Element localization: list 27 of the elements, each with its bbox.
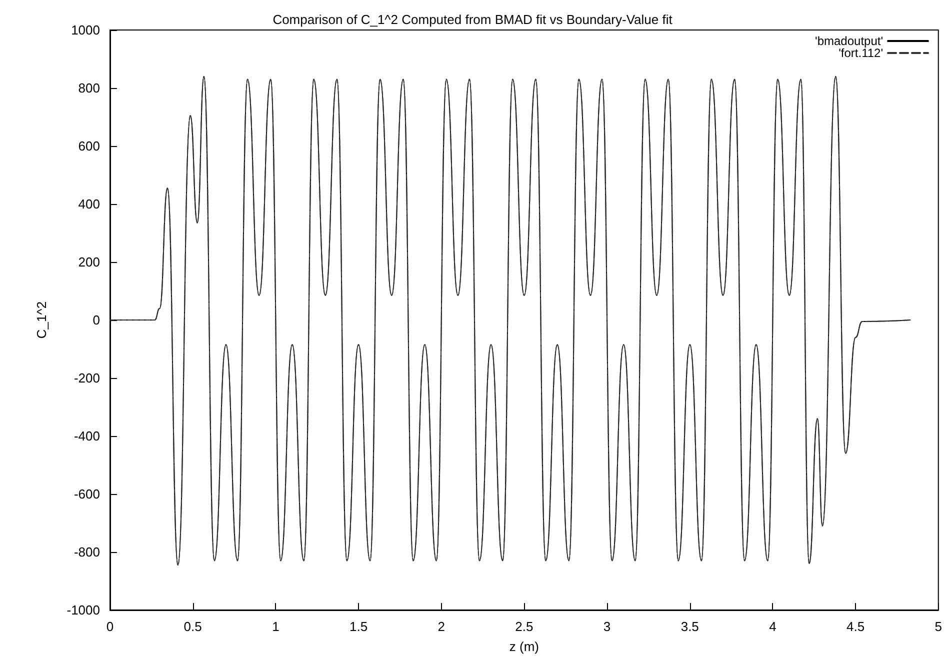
legend-label: 'bmadoutput' [815, 34, 883, 48]
x-tick-label: 1 [272, 619, 280, 634]
y-tick-label: -1000 [66, 602, 100, 618]
y-tick-label: 800 [78, 80, 100, 96]
y-tick-label: 600 [78, 138, 100, 154]
y-tick-label: -600 [74, 486, 100, 502]
y-tick-label: -400 [74, 428, 100, 444]
x-tick-label: 1.5 [349, 619, 368, 634]
x-tick-label: 3 [603, 619, 611, 634]
x-tick-label: 2.5 [515, 619, 534, 634]
y-tick-label: 400 [78, 196, 100, 212]
x-tick-label: 4.5 [846, 619, 865, 634]
chart-title: Comparison of C_1^2 Computed from BMAD fit vs Boundary-Value fit [272, 12, 673, 27]
x-tick-label: 5 [934, 619, 942, 634]
x-tick-label: 4 [769, 619, 776, 634]
y-tick-label: 0 [92, 312, 100, 328]
x-tick-label: 0.5 [184, 619, 202, 634]
y-axis-title: C_1^2 [34, 301, 49, 339]
x-tick-label: 2 [438, 619, 445, 634]
x-tick-label: 0 [106, 619, 114, 634]
x-tick-label: 3.5 [680, 619, 699, 634]
y-tick-label: -800 [74, 544, 100, 560]
y-tick-label: 200 [78, 254, 100, 270]
x-axis-title: z (m) [509, 639, 539, 654]
y-tick-label: 1000 [71, 22, 100, 38]
y-tick-label: -200 [74, 370, 100, 386]
legend-label: 'fort.112' [838, 46, 883, 60]
